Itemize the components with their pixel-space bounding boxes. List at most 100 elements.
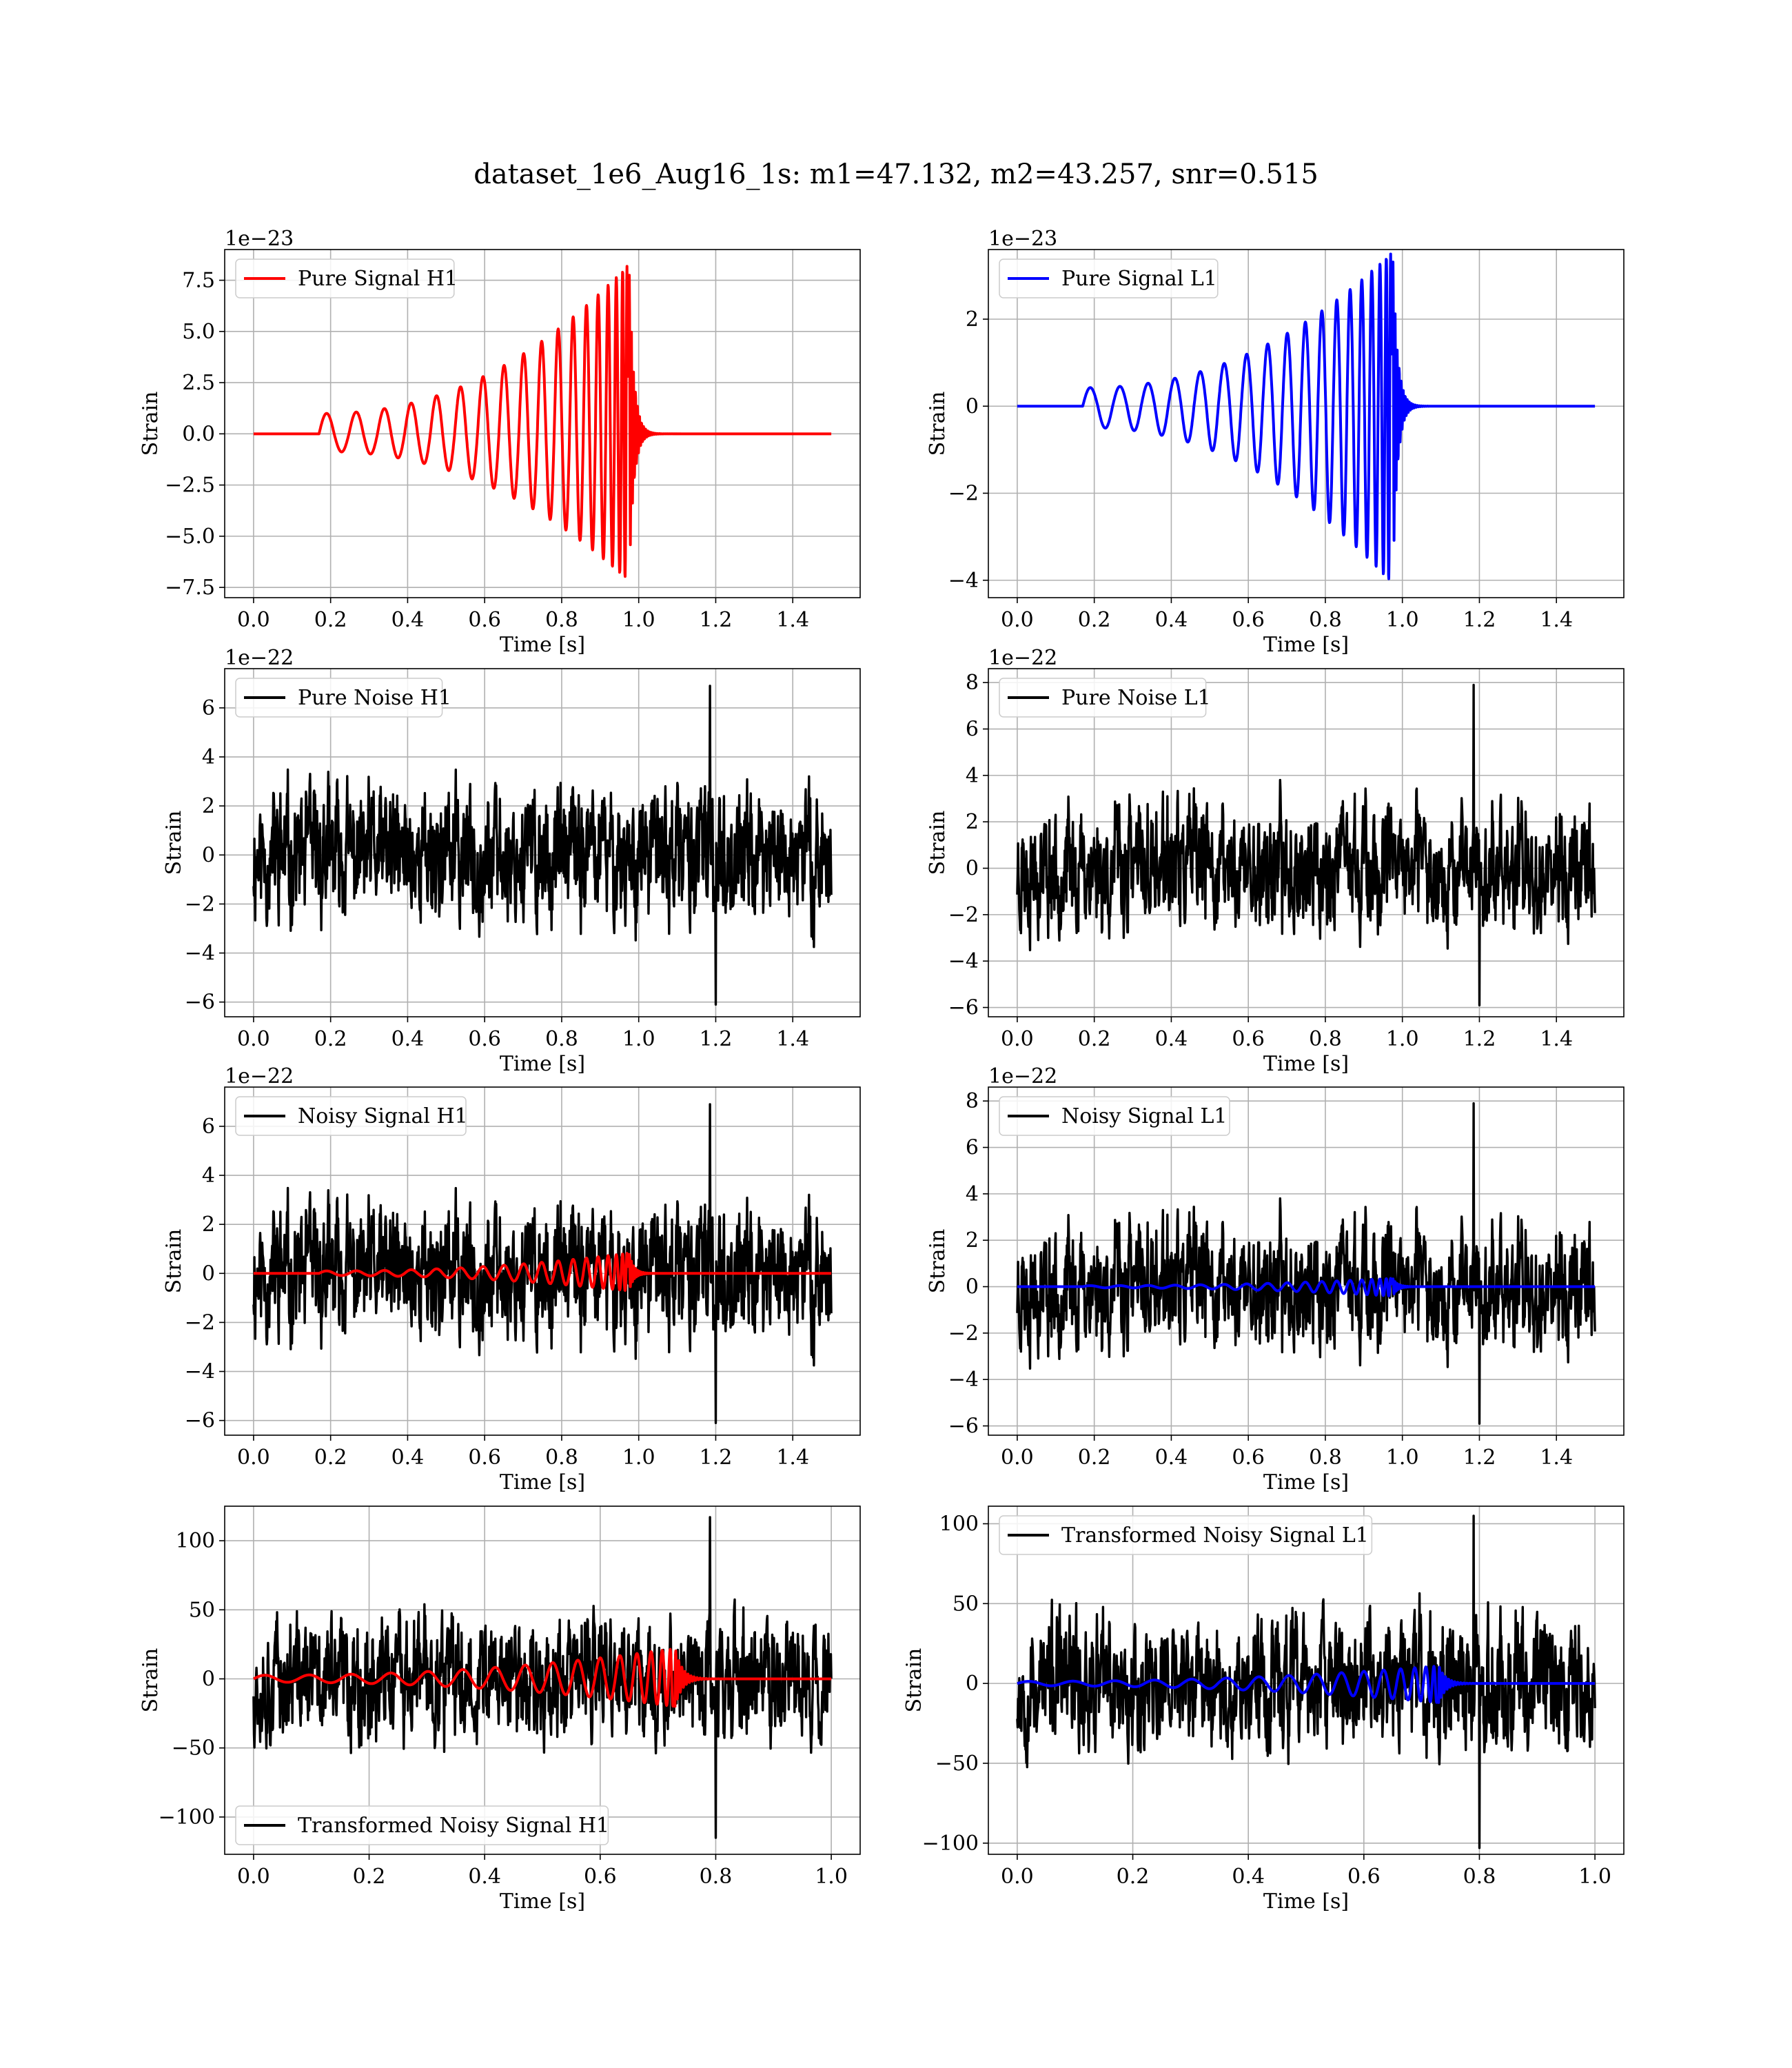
series-group xyxy=(252,265,833,578)
y-tick-label: 0 xyxy=(966,394,979,418)
series-line-1 xyxy=(252,1648,833,1708)
x-tick-label: 1.0 xyxy=(1386,1446,1419,1470)
legend-box xyxy=(999,1096,1230,1136)
x-tick-label: 0.2 xyxy=(314,1027,347,1051)
x-axis-label: Time [s] xyxy=(500,1889,585,1914)
y-tick-label: −2.5 xyxy=(165,474,215,498)
x-tick-label: 0.8 xyxy=(1463,1865,1496,1889)
x-tick-label: 0.0 xyxy=(1001,1865,1034,1889)
x-tick-label: 0.8 xyxy=(1309,608,1342,632)
legend-label: Noisy Signal H1 xyxy=(298,1104,468,1128)
x-tick-label: 0.4 xyxy=(468,1865,501,1889)
y-tick-label: 6 xyxy=(966,1136,979,1160)
y-tick-label: −4 xyxy=(185,942,215,966)
y-tick-label: −4 xyxy=(948,1368,979,1392)
x-tick-label: 0.8 xyxy=(1309,1027,1342,1051)
y-tick-label: −100 xyxy=(922,1832,979,1856)
legend-label: Pure Noise L1 xyxy=(1061,686,1211,710)
x-tick-label: 1.2 xyxy=(1463,1027,1496,1051)
x-tick-label: 0.2 xyxy=(314,1446,347,1470)
x-tick-label: 0.6 xyxy=(1232,608,1265,632)
y-tick-label: −7.5 xyxy=(165,576,215,600)
y-tick-label: 0 xyxy=(202,1667,215,1691)
axes-frame xyxy=(988,1086,1625,1436)
series-line-0 xyxy=(1016,1514,1596,1849)
x-tick-label: 1.2 xyxy=(700,1027,733,1051)
y-axis-label: Strain xyxy=(139,392,163,456)
x-tick-label: 0.0 xyxy=(237,1865,270,1889)
x-tick-label: 0.8 xyxy=(700,1865,733,1889)
x-tick-label: 0.4 xyxy=(1232,1865,1265,1889)
y-axis-label: Strain xyxy=(926,392,950,456)
y-tick-label: −50 xyxy=(172,1736,215,1761)
legend: Noisy Signal H1 xyxy=(235,1096,468,1136)
series-line-1 xyxy=(1016,1277,1596,1297)
y-tick-label: 100 xyxy=(176,1529,215,1553)
axes-frame xyxy=(988,668,1625,1017)
x-tick-label: 0.8 xyxy=(545,1027,578,1051)
x-tick-label: 1.4 xyxy=(1540,608,1573,632)
panel-row3-left: 0.0 0.2 0.4 0.6 0.8 1.0 1.2 1.4 −6 −4 −2 0 2 4 6 Time [… xyxy=(162,1064,861,1494)
panel-row4-left: 0.0 0.2 0.4 0.6 0.8 1.0 −100 −50 0 50 100 Time [s] S… xyxy=(139,1506,861,1914)
y-axis-label: Strain xyxy=(926,811,950,875)
y-axis-label: Strain xyxy=(162,811,186,875)
series-group xyxy=(1016,683,1596,1006)
x-axis-label: Time [s] xyxy=(500,1470,585,1494)
series-line-0 xyxy=(252,685,833,1006)
y-tick-label: 0.0 xyxy=(182,422,215,446)
legend-box xyxy=(235,678,443,718)
y-tick-label: −4 xyxy=(185,1360,215,1384)
axis-offset-text: 1e−22 xyxy=(225,646,294,670)
x-tick-label: 0.2 xyxy=(353,1865,386,1889)
y-tick-label: −6 xyxy=(948,996,979,1020)
x-tick-label: 0.4 xyxy=(1155,1446,1188,1470)
y-tick-label: 8 xyxy=(966,671,979,695)
y-tick-label: 0 xyxy=(966,1672,979,1696)
y-axis-label: Strain xyxy=(926,1229,950,1294)
x-tick-label: 1.0 xyxy=(815,1865,848,1889)
legend: Pure Noise H1 xyxy=(235,678,451,718)
axis-offset-text: 1e−22 xyxy=(988,646,1057,670)
axes-frame xyxy=(224,668,861,1017)
y-tick-label: 0 xyxy=(202,843,215,867)
axis-offset-text: 1e−22 xyxy=(225,1064,294,1088)
y-tick-label: −2 xyxy=(948,482,979,506)
series-group xyxy=(1016,252,1596,580)
axis-offset-text: 1e−23 xyxy=(988,227,1057,251)
panel-row3-right: 0.0 0.2 0.4 0.6 0.8 1.0 1.2 1.4 −6 −4 −2 0 2 4 6 8 Time … xyxy=(926,1064,1625,1494)
y-tick-label: 6 xyxy=(202,1115,215,1139)
x-tick-label: 0.6 xyxy=(584,1865,617,1889)
y-tick-label: 4 xyxy=(966,764,979,788)
series-group xyxy=(252,1516,833,1839)
x-tick-label: 0.8 xyxy=(1309,1446,1342,1470)
series-group xyxy=(1016,1102,1596,1425)
y-tick-label: −4 xyxy=(948,949,979,973)
y-tick-label: 4 xyxy=(966,1182,979,1206)
y-tick-label: 2 xyxy=(966,307,979,332)
y-axis-label: Strain xyxy=(902,1648,926,1713)
series-line-0 xyxy=(252,265,833,578)
panel-row1-left: 0.0 0.2 0.4 0.6 0.8 1.0 1.2 1.4 −7.5 −5.0 −2.5 0.0 2… xyxy=(139,227,861,657)
x-axis-label: Time [s] xyxy=(1263,1052,1349,1076)
legend-label: Pure Noise H1 xyxy=(298,686,451,710)
y-tick-label: −6 xyxy=(948,1415,979,1439)
y-tick-label: 50 xyxy=(189,1598,215,1622)
series-line-0 xyxy=(252,1516,833,1839)
y-tick-label: 2.5 xyxy=(182,371,215,395)
y-tick-label: 8 xyxy=(966,1089,979,1113)
figure-title: dataset_1e6_Aug16_1s: m1=47.132, m2=43.2… xyxy=(474,159,1318,190)
y-tick-label: −2 xyxy=(948,1321,979,1346)
series-group xyxy=(1016,1514,1596,1849)
x-tick-label: 0.0 xyxy=(237,1446,270,1470)
x-tick-label: 1.4 xyxy=(776,1446,809,1470)
series-group xyxy=(252,1103,833,1424)
x-axis-label: Time [s] xyxy=(1263,1889,1349,1914)
legend-box xyxy=(999,258,1219,298)
legend: Pure Signal L1 xyxy=(999,258,1219,298)
y-axis-label: Strain xyxy=(162,1229,186,1294)
legend: Pure Signal H1 xyxy=(235,258,458,298)
x-tick-label: 0.4 xyxy=(391,1446,425,1470)
y-tick-label: 0 xyxy=(202,1261,215,1286)
x-tick-label: 1.2 xyxy=(1463,1446,1496,1470)
x-axis-label: Time [s] xyxy=(1263,633,1349,657)
